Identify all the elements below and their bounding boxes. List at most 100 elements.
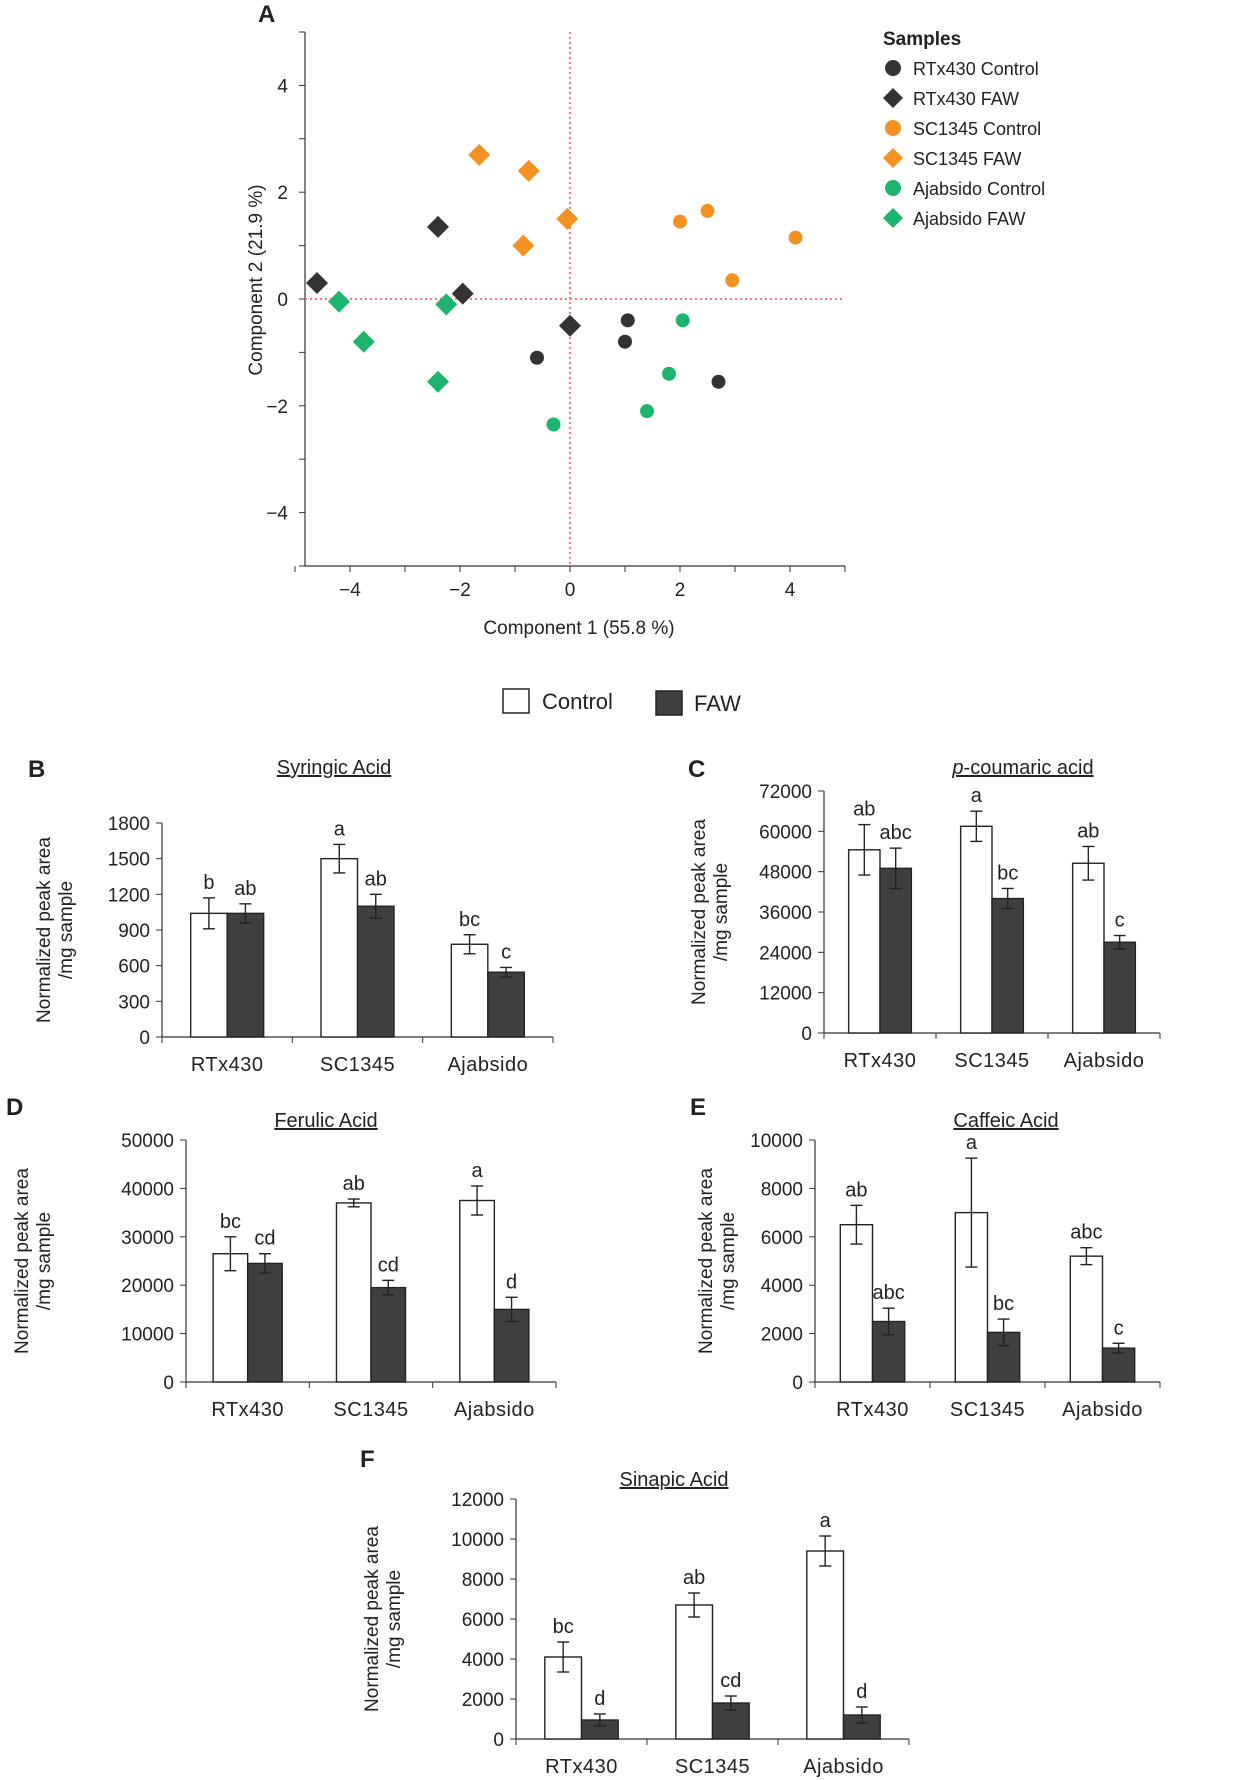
scatter-legend-label: Ajabsido Control (913, 179, 1045, 199)
y-tick-label: 600 (118, 957, 150, 978)
y-tick-label: 0 (801, 1024, 812, 1045)
y-tick-label: 8000 (761, 1179, 803, 1200)
scatter-point-circle (788, 230, 803, 245)
bar-control (320, 857, 359, 1038)
x-category-label: RTx430 (545, 1756, 618, 1778)
x-category-label: RTx430 (191, 1054, 264, 1076)
scatter-point-circle (711, 374, 726, 389)
significance-letter: a (971, 785, 983, 807)
bar-faw (879, 867, 913, 1034)
legend-marker-diamond (883, 208, 903, 228)
y-axis-title-line: /mg sample (711, 863, 732, 961)
x-category-label: RTx430 (211, 1399, 284, 1421)
scatter-point-diamond (512, 234, 535, 257)
scatter-legend-label: RTx430 FAW (913, 89, 1019, 109)
x-category-label: SC1345 (954, 1050, 1029, 1072)
y-tick-label: 40000 (121, 1179, 174, 1200)
chart-title: p-coumaric acid (951, 757, 1093, 779)
scatter-legend-label: SC1345 FAW (913, 149, 1021, 169)
y-tick-label: 72000 (759, 782, 812, 803)
x-tick-label: −4 (339, 580, 361, 601)
y-tick-label: 0 (792, 1373, 803, 1394)
charts-layer: A −4 −2 0 2 4 −4 −2 0 2 4 Component 1 (55.8 %) Compo… (6, 1, 1161, 1778)
x-category-label: Ajabsido (1062, 1399, 1143, 1421)
y-tick-label: 900 (118, 921, 150, 942)
bar-faw (246, 1262, 283, 1383)
y-axis-title-line: /mg sample (34, 1212, 55, 1310)
y-tick-label: 1200 (108, 885, 150, 906)
y-axis-title-line: /mg sample (56, 881, 77, 979)
legend-faw-label: FAW (694, 691, 741, 716)
significance-letter: d (856, 1681, 867, 1703)
y-tick-label: 8000 (462, 1570, 504, 1591)
bar-chart-panel-b: B Syringic Acid Normalized peak area/mg sa… (28, 756, 554, 1076)
y-tick-label: 2000 (462, 1690, 504, 1711)
chart-title-italic: p (951, 757, 963, 779)
x-tick-label: 2 (675, 580, 686, 601)
significance-letter: c (501, 941, 511, 963)
x-tick-label: −2 (449, 580, 471, 601)
scatter-point-circle (640, 404, 654, 419)
y-axis-title: Normalized peak area/mg sample (696, 1168, 739, 1354)
bar-control (450, 943, 489, 1038)
significance-letter: b (203, 872, 214, 894)
y-axis-title: Component 2 (21.9 %) (246, 184, 267, 375)
scatter-legend-label: Ajabsido FAW (913, 209, 1025, 229)
y-tick-label: 10000 (451, 1530, 504, 1551)
significance-letter: d (594, 1688, 605, 1710)
bar-control (959, 825, 993, 1034)
significance-letter: cd (720, 1670, 741, 1692)
significance-letter: c (1115, 910, 1125, 932)
scatter-point-circle (620, 313, 635, 328)
legend-marker-circle (885, 60, 901, 76)
y-axis-title-line: Normalized peak area (12, 1168, 33, 1354)
y-axis-title: Normalized peak area/mg sample (34, 837, 77, 1023)
scatter-point-diamond (306, 271, 328, 294)
y-tick-label: 2000 (761, 1325, 803, 1346)
y-axis-title-line: Normalized peak area (34, 837, 55, 1023)
y-tick-label: 24000 (759, 943, 812, 964)
bar-faw (1103, 941, 1137, 1034)
y-tick-label: −2 (266, 397, 288, 418)
y-axis-title-line: Normalized peak area (696, 1168, 717, 1354)
y-tick-label: 12000 (451, 1490, 504, 1511)
bar-control (839, 1223, 874, 1383)
y-tick-label: 0 (493, 1730, 504, 1751)
significance-letter: a (472, 1160, 484, 1182)
significance-letter: bc (993, 1293, 1014, 1315)
scatter-legend-label: SC1345 Control (913, 119, 1041, 139)
y-axis-title-line: Normalized peak area (362, 1526, 383, 1712)
scatter-point-circle (673, 214, 687, 229)
bar-faw (1101, 1347, 1136, 1383)
significance-letter: cd (254, 1228, 275, 1250)
scatter-point-diamond (427, 370, 449, 393)
chart-title-rest: -coumaric acid (964, 757, 1094, 779)
bar-control (335, 1202, 372, 1383)
significance-letter: ab (1077, 820, 1099, 842)
x-tick-label: 4 (785, 580, 796, 601)
bar-chart-panel-e: E Caffeic Acid Normalized peak area/mg sam… (690, 1094, 1161, 1421)
legend-marker-diamond (883, 88, 903, 108)
x-category-label: SC1345 (675, 1756, 750, 1778)
scatter-point-diamond (352, 330, 375, 353)
legend-marker-circle (885, 180, 901, 196)
y-tick-label: 1800 (108, 814, 150, 835)
bar-faw (991, 897, 1025, 1034)
chart-title: Caffeic Acid (953, 1110, 1058, 1132)
panel-letter-d: D (6, 1094, 23, 1121)
scatter-point-circle (725, 273, 740, 288)
y-tick-label: 30000 (121, 1228, 174, 1249)
x-category-label: SC1345 (320, 1054, 395, 1076)
y-tick-label: 12000 (759, 984, 812, 1005)
bar-chart-panel-d: D Ferulic Acid Normalized peak area/mg sam… (6, 1094, 557, 1421)
significance-letter: a (334, 818, 346, 840)
bar-control (1071, 862, 1105, 1034)
y-tick-label: 1500 (108, 850, 150, 871)
legend-marker-circle (885, 120, 901, 136)
y-tick-label: −4 (266, 504, 288, 525)
scatter-point-diamond (328, 290, 350, 313)
scatter-point-circle (618, 334, 632, 349)
y-tick-label: 4 (277, 76, 288, 97)
bar-chart-panel-f: F Sinapic Acid Normalized peak area/mg sam… (360, 1446, 910, 1778)
